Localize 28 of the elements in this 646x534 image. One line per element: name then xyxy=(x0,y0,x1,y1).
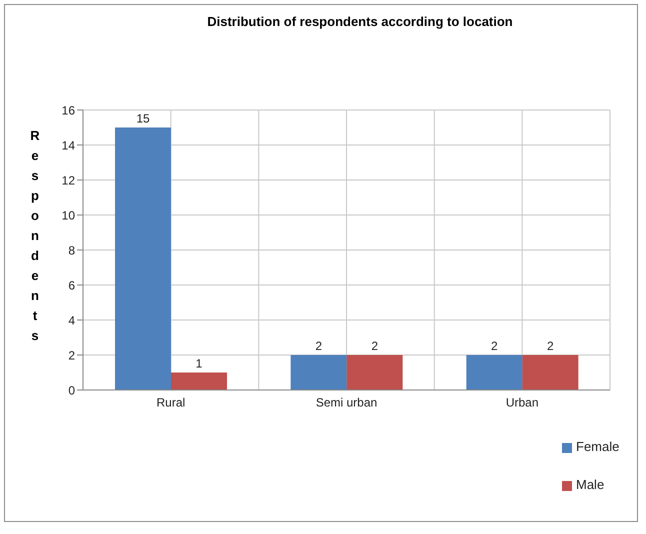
chart-title: Distribution of respondents according to location xyxy=(206,14,514,29)
y-tick-label: 14 xyxy=(62,138,76,152)
legend-label: Female xyxy=(576,439,620,454)
y-tick-label: 2 xyxy=(68,348,76,362)
x-tick-label: Semi urban xyxy=(316,396,378,410)
bar xyxy=(466,355,522,390)
legend-label: Male xyxy=(576,477,604,492)
x-tick-label: Urban xyxy=(506,396,539,410)
text: Respondents xyxy=(30,128,40,343)
data-label: 15 xyxy=(136,112,150,126)
data-label: 1 xyxy=(196,356,203,370)
y-tick-label: 12 xyxy=(62,173,76,188)
bar xyxy=(346,355,403,390)
y-tick-label: 6 xyxy=(68,278,76,292)
bar xyxy=(115,128,171,390)
y-tick-label: 16 xyxy=(62,103,76,118)
y-tick-label: 4 xyxy=(68,313,76,328)
x-tick-label: Rural xyxy=(156,396,186,410)
data-label: 2 xyxy=(490,339,498,353)
data-label: 2 xyxy=(371,339,378,353)
data-label: 2 xyxy=(546,339,554,353)
bar xyxy=(522,355,578,390)
y-tick-label: 10 xyxy=(62,208,76,222)
y-tick-label: 0 xyxy=(68,383,76,398)
data-label: 2 xyxy=(315,339,322,353)
bar xyxy=(290,355,347,390)
bar xyxy=(171,372,227,390)
y-tick-label: 8 xyxy=(68,243,76,258)
